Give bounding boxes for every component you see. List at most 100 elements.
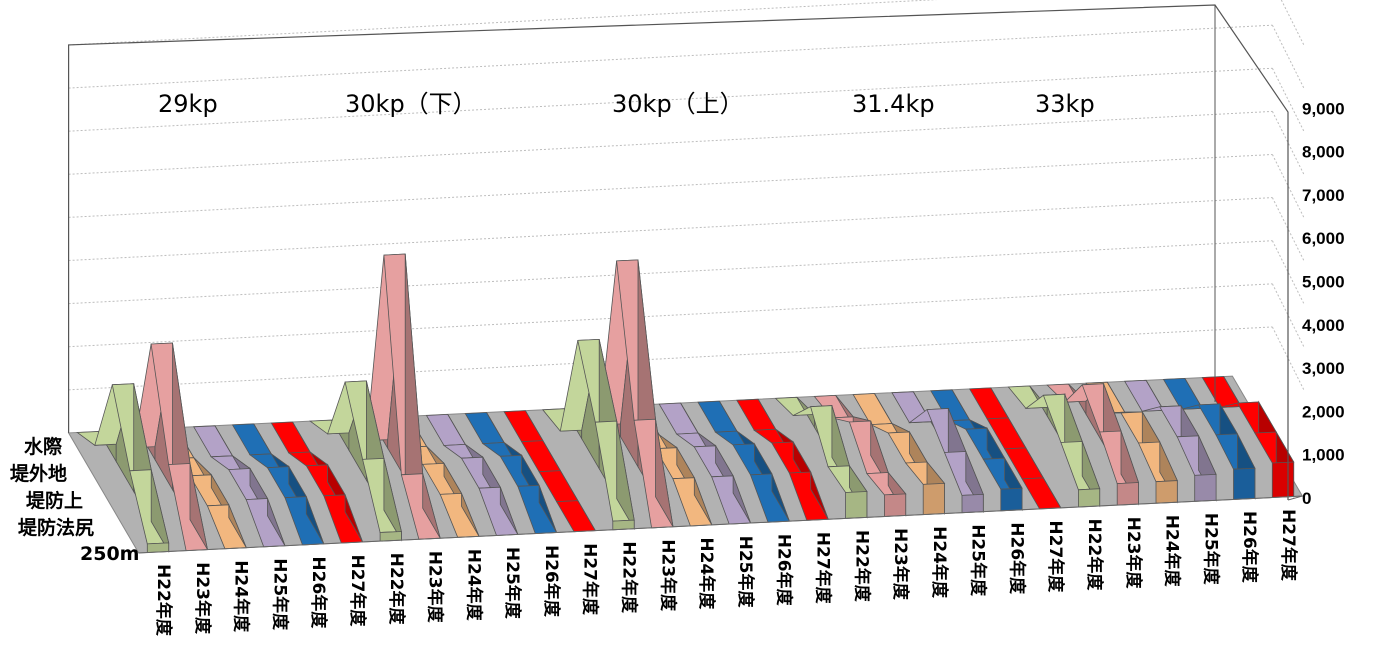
x-tick-label: H26年度 [308, 556, 329, 629]
gridline [68, 197, 1273, 262]
x-tick-label: H25年度 [1200, 513, 1221, 586]
ribbon-side [771, 473, 790, 522]
x-tick-label: H27年度 [1045, 520, 1066, 593]
ribbon-side [305, 496, 325, 545]
x-tick-label: H27年度 [813, 532, 834, 605]
y-axis-ticks: 0 1,000 2,000 3,000 4,000 5,000 6,000 7,000 8,00… [1302, 99, 1345, 508]
y-tick-label: 4,000 [1302, 316, 1345, 335]
ribbon-side [228, 504, 247, 548]
series-ribbon [658, 402, 752, 525]
x-tick-label: H22年度 [1084, 519, 1105, 592]
ribbon-front [884, 493, 907, 517]
series-ribbon [270, 421, 364, 544]
x-tick-label: H25年度 [269, 558, 290, 631]
x-tick-label: H26年度 [1006, 522, 1027, 595]
x-tick-label: H23年度 [192, 562, 213, 635]
series-ribbon [891, 391, 984, 514]
ribbon-front [146, 542, 170, 553]
gridline [68, 283, 1273, 348]
series-ribbon [774, 396, 868, 519]
x-tick-label: H25年度 [968, 524, 989, 597]
ribbon-side [655, 419, 674, 528]
ribbon-front [1194, 473, 1217, 502]
ribbon-front [1000, 487, 1023, 512]
ribbon-front [612, 519, 635, 531]
ribbon-front [379, 531, 402, 542]
group-label: 33kp [1035, 90, 1095, 118]
ribbon-side [461, 493, 480, 537]
series-ribbon [580, 259, 674, 529]
ribbon-side [344, 494, 363, 543]
gridline-side [1271, 24, 1305, 90]
y-tick-label: 7,000 [1302, 186, 1345, 205]
series-ribbon [1162, 377, 1256, 500]
series-ribbon [813, 394, 907, 517]
ribbon-side [189, 463, 208, 550]
series-ribbon [115, 342, 208, 552]
depth-label: 堤防法尻 [18, 516, 94, 539]
x-tick-label: H26年度 [541, 545, 562, 618]
x-tick-label: H26年度 [1239, 511, 1260, 584]
series-ribbon [503, 410, 597, 533]
gridline [68, 153, 1273, 218]
x-tick-label: H23年度 [1123, 517, 1144, 590]
series-ribbon [76, 383, 170, 553]
series-ribbon [697, 400, 790, 523]
y-tick-label: 2,000 [1302, 402, 1345, 421]
ribbon-side [422, 473, 441, 539]
ribbon-front [1116, 482, 1139, 506]
x-axis-ticks: H22年度 H23年度 H24年度 H25年度 H26年度 H27年度 H22年度 H23年度… [153, 509, 1299, 637]
ribbon-side [810, 471, 829, 520]
ribbon-side [499, 487, 519, 535]
gridline [68, 24, 1273, 89]
series-ribbon [541, 338, 635, 531]
ribbon-side [538, 485, 557, 533]
series-ribbon [1046, 382, 1140, 506]
series-ribbon [736, 398, 829, 521]
floor-right-edge [1287, 495, 1303, 501]
ribbon-front [1155, 480, 1178, 504]
gridlines [68, 0, 1305, 392]
depth-label: 堤防上 [26, 489, 83, 512]
x-tick-label: H24年度 [929, 526, 950, 599]
x-tick-label: H25年度 [735, 536, 756, 609]
x-tick-label: H27年度 [347, 555, 368, 628]
y-tick-label: 6,000 [1302, 229, 1345, 248]
series-ribbon [1085, 381, 1178, 504]
x-tick-label: H23年度 [425, 551, 446, 624]
group-label: 29kp [158, 90, 218, 118]
series-ribbon [308, 380, 402, 542]
series-ribbon [1124, 379, 1217, 502]
series-ribbon [464, 412, 558, 535]
series-ribbon [968, 387, 1062, 510]
x-tick-label: H23年度 [657, 539, 678, 612]
floor-front-edge [138, 495, 1303, 554]
y-tick-label: 9,000 [1302, 99, 1345, 118]
ribbon-front [961, 493, 984, 514]
group-labels: 29kp 30kp（下） 30kp（上） 31.4kp 33kp [158, 90, 1095, 118]
y-tick-label: 8,000 [1302, 143, 1345, 162]
x-tick-label: H23年度 [890, 528, 911, 601]
group-label: 30kp（上） [612, 90, 744, 118]
depth-label: 250m [80, 543, 139, 565]
gridline [68, 326, 1273, 391]
series-ribbon [425, 413, 519, 536]
x-tick-label: H22年度 [153, 564, 174, 637]
ribbon-side [267, 498, 286, 547]
ribbon-front [1233, 467, 1256, 500]
series-ribbon [930, 389, 1023, 512]
y-tick-label: 3,000 [1302, 359, 1345, 378]
ribbon-front [1271, 461, 1295, 498]
group-label: 31.4kp [852, 90, 935, 118]
depth-label: 堤外地 [10, 462, 67, 485]
series-ribbon [1007, 385, 1101, 508]
gridline [68, 110, 1273, 175]
x-tick-label: H25年度 [502, 547, 523, 620]
depth-label: 水際 [24, 435, 63, 458]
ribbon-front [922, 482, 945, 516]
x-tick-label: H27年度 [580, 543, 601, 616]
x-tick-label: H24年度 [231, 560, 252, 633]
gridline [68, 67, 1273, 132]
